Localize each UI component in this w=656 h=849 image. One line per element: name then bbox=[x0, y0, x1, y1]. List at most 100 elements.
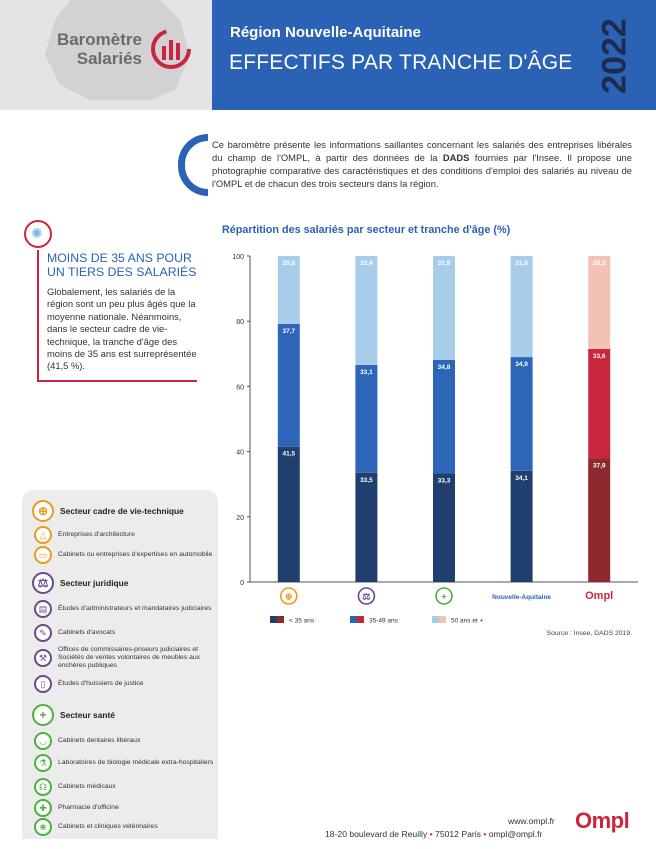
intro-text-1: Ce baromètre présente les informations s… bbox=[212, 139, 632, 163]
legend-item-label: Cabinets dentaires libéraux bbox=[58, 736, 141, 744]
data-label: 34,8 bbox=[438, 364, 451, 371]
data-label: 33,4 bbox=[360, 260, 373, 267]
data-label: 31,0 bbox=[515, 260, 528, 267]
bar-segment bbox=[510, 357, 533, 471]
y-tick-label: 60 bbox=[236, 384, 244, 391]
intro-paragraph: Ce baromètre présente les informations s… bbox=[212, 138, 632, 190]
data-label: 20,8 bbox=[282, 260, 295, 267]
barometre-logo: Baromètre Salariés bbox=[0, 0, 212, 110]
legend-item-label: Laboratoires de biologie médicale extra-… bbox=[58, 758, 214, 766]
ompl-logo: Ompl bbox=[575, 808, 630, 833]
data-label: 33,3 bbox=[438, 477, 451, 484]
footer-city: 75012 Paris bbox=[435, 829, 481, 839]
scales-icon: ⚖ bbox=[32, 572, 54, 594]
flask-icon: ⚗ bbox=[34, 754, 52, 772]
bar-segment bbox=[510, 256, 533, 358]
y-tick-label: 0 bbox=[240, 580, 244, 587]
legend-item-label: Études d'huissiers de justice bbox=[58, 679, 144, 687]
y-tick-label: 100 bbox=[232, 254, 244, 261]
note-divider bbox=[37, 250, 39, 382]
legend-label: < 35 ans bbox=[289, 618, 315, 625]
barometer-icon bbox=[151, 29, 191, 69]
legend-item-label: Pharmacie d'officine bbox=[58, 803, 119, 811]
source-note: Source : Insee, DADS 2019. bbox=[546, 630, 632, 637]
legend-section-title: Secteur juridique bbox=[60, 578, 129, 588]
legend-swatch bbox=[270, 616, 277, 623]
y-tick-label: 40 bbox=[236, 450, 244, 457]
intro-bold: DADS bbox=[442, 152, 470, 163]
intro-bracket bbox=[178, 134, 208, 196]
bar-segment bbox=[433, 473, 455, 582]
scales-icon-glyph: ⚖ bbox=[362, 592, 370, 602]
bar-segment bbox=[355, 472, 378, 582]
data-label: 41,5 bbox=[282, 451, 295, 458]
y-tick-label: 80 bbox=[236, 319, 244, 326]
sector-legend-panel: ⊕ Secteur cadre de vie-technique △ Entre… bbox=[22, 490, 218, 839]
legend-item-label: Cabinets ou entreprises d'expertises en … bbox=[58, 550, 213, 558]
intro-text-2: fournies par l'Insee. Il propose une pho… bbox=[212, 152, 632, 189]
footer-address: 18-20 boulevard de Reuilly • 75012 Paris… bbox=[325, 829, 543, 839]
data-label: 34,1 bbox=[515, 475, 528, 482]
legend-item-label: Études d'administrateurs et mandataires … bbox=[58, 604, 212, 612]
chart-title: Répartition des salariés par secteur et … bbox=[222, 224, 511, 236]
data-label: 33,5 bbox=[360, 477, 373, 484]
legend-swatch-ompl bbox=[439, 616, 446, 623]
hammer-icon: ⚒ bbox=[34, 649, 52, 668]
bar-segment bbox=[588, 348, 611, 459]
legend-section-title: Secteur santé bbox=[60, 710, 115, 720]
data-label: 37,9 bbox=[593, 462, 606, 469]
legend-item-label: Cabinets d'avocats bbox=[58, 628, 116, 636]
legend-label: 35-49 ans bbox=[369, 618, 399, 625]
legend-section-cadre: ⊕ Secteur cadre de vie-technique bbox=[32, 500, 184, 522]
footer-email[interactable]: ompl@ompl.fr bbox=[488, 829, 543, 839]
bar-segment bbox=[355, 364, 378, 473]
legend-item-label: Offices de commissaires-priseurs judicia… bbox=[58, 646, 201, 670]
logo-line1: Baromètre bbox=[56, 30, 142, 49]
data-label: 28,5 bbox=[593, 260, 606, 267]
legend-swatch bbox=[350, 616, 357, 623]
scales-icon bbox=[357, 587, 376, 605]
tooth-icon: ◡ bbox=[34, 732, 52, 750]
category-label: Nouvelle-Aquitaine bbox=[492, 594, 551, 601]
bar-segment bbox=[433, 256, 455, 360]
page-header: Baromètre Salariés Région Nouvelle-Aquit… bbox=[0, 0, 656, 110]
logo-text: Baromètre Salariés bbox=[56, 30, 142, 68]
legend-section-title: Secteur cadre de vie-technique bbox=[60, 506, 184, 516]
pharmacy-icon: ✚ bbox=[34, 799, 52, 817]
logo-line2: Salariés bbox=[76, 49, 142, 68]
region-map-icon bbox=[45, 0, 190, 100]
note-body: Globalement, les salariés de la région s… bbox=[47, 286, 197, 372]
legend-swatch bbox=[432, 616, 439, 623]
note-divider-bottom bbox=[37, 380, 197, 382]
data-label: 37,7 bbox=[282, 328, 295, 335]
bar-segment bbox=[588, 256, 611, 349]
year-label: 2022 bbox=[590, 10, 640, 102]
legend-item-label: Cabinets et cliniques vétérinaires bbox=[58, 822, 158, 830]
year-text: 2022 bbox=[595, 18, 634, 94]
legend-label: 50 ans et + bbox=[451, 618, 484, 625]
page-title: EFFECTIFS PAR TRANCHE D'ÂGE bbox=[229, 51, 573, 74]
legend-item: ❀ Cabinets et cliniques vétérinaires bbox=[34, 818, 214, 836]
document-icon: ▯ bbox=[34, 675, 52, 693]
bar-segment bbox=[588, 458, 611, 582]
stacked-bar-chart: 0 20 40 60 80 100 41,5 37,7 20,8 ⊕ 33,5 33,1 33,4 ⚖ 33… bbox=[232, 254, 638, 625]
y-tick-label: 20 bbox=[236, 515, 244, 522]
legend-item: ▭ Cabinets ou entreprises d'expertises e… bbox=[34, 546, 214, 564]
legend-item-label: Entreprises d'architecture bbox=[58, 530, 135, 538]
legend-item: ✎ Cabinets d'avocats bbox=[34, 624, 214, 642]
bar-segment bbox=[277, 446, 300, 582]
data-label: 34,9 bbox=[515, 361, 528, 368]
stethoscope-icon: ☊ bbox=[34, 778, 52, 796]
bar-segment bbox=[355, 256, 378, 365]
car-icon: ▭ bbox=[34, 546, 52, 564]
gavel-icon: ✎ bbox=[34, 624, 52, 642]
bar-segment bbox=[277, 256, 300, 324]
data-label: 33,6 bbox=[593, 353, 606, 360]
footer-website[interactable]: www.ompl.fr bbox=[508, 816, 555, 826]
bar-segment bbox=[277, 323, 300, 447]
footer-street: 18-20 boulevard de Reuilly bbox=[325, 829, 428, 839]
legend-item: ✚ Pharmacie d'officine bbox=[34, 799, 214, 817]
legend-item: ◡ Cabinets dentaires libéraux bbox=[34, 732, 214, 750]
legend-swatch-ompl bbox=[357, 616, 364, 623]
note-title: MOINS DE 35 ANS POUR UN TIERS DES SALARI… bbox=[47, 251, 197, 279]
